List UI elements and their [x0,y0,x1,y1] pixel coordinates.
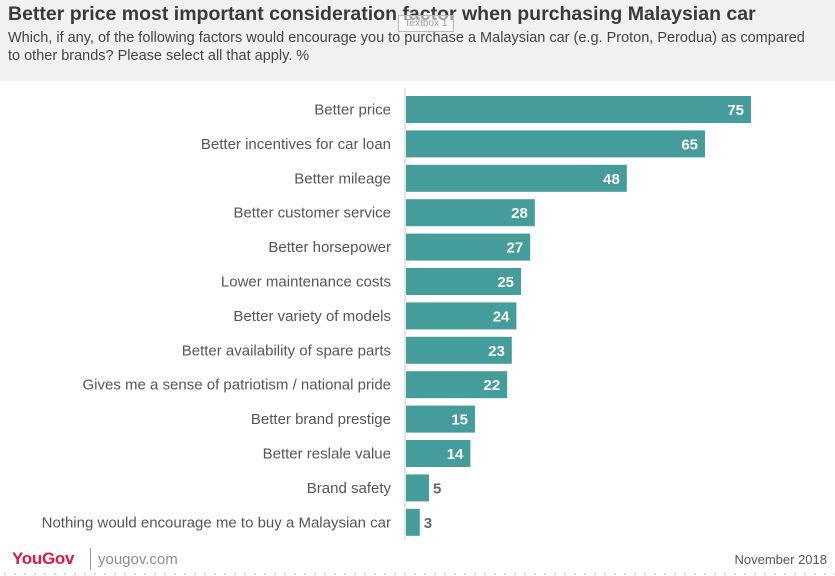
value-label: 5 [433,480,441,497]
bar [406,336,512,364]
chart-subtitle: Which, if any, of the following factors … [8,30,805,64]
footer-date: November 2018 [734,552,828,567]
bar [406,440,471,467]
chart-title: Better price most important consideratio… [8,3,756,25]
category-label: Better customer service [233,205,391,222]
bar [406,371,508,399]
bars-layer: Better price 75 Better incentives for car … [42,96,751,536]
bar [406,96,751,123]
bar [406,199,535,227]
value-label: 75 [727,102,744,119]
value-label: 24 [493,308,510,325]
footer-site-link[interactable]: yougov.com [98,551,178,568]
value-label: 28 [511,205,528,222]
bar [406,130,705,158]
value-label: 3 [424,515,432,532]
value-label: 23 [488,343,505,360]
value-label: 27 [507,240,524,257]
footer-divider [90,548,91,570]
category-label: Better variety of models [233,308,391,325]
bar-chart: Better price 75 Better incentives for car … [42,88,751,540]
bar [406,474,429,502]
category-label: Brand safety [307,480,392,497]
textbox-placeholder[interactable]: Textbox 1 [398,15,454,32]
dotted-rule [0,573,835,575]
category-label: Better reslale value [263,446,391,463]
value-label: 14 [447,446,464,463]
value-label: 65 [681,136,698,153]
value-label: 25 [497,274,514,291]
footer: YouGov yougov.com November 2018 [0,545,835,576]
bar [406,164,627,192]
value-label: 48 [603,171,620,188]
bar [406,233,531,261]
category-label: Better mileage [294,170,391,187]
bar [406,302,517,330]
value-label: 22 [484,377,501,394]
category-label: Better availability of spare parts [182,342,391,359]
yougov-logo: YouGov [12,549,75,568]
category-label: Better horsepower [268,239,391,256]
chart-header: Better price most important consideratio… [0,0,835,81]
category-label: Nothing would encourage me to buy a Mala… [42,514,391,531]
bar [406,508,420,536]
category-label: Better brand prestige [251,411,391,428]
category-label: Better price [314,102,391,119]
category-label: Better incentives for car loan [201,136,391,153]
value-label: 15 [451,412,468,429]
category-label: Lower maintenance costs [221,274,391,291]
bar [406,268,521,295]
category-label: Gives me a sense of patriotism / nationa… [83,377,391,394]
bar [406,405,475,433]
